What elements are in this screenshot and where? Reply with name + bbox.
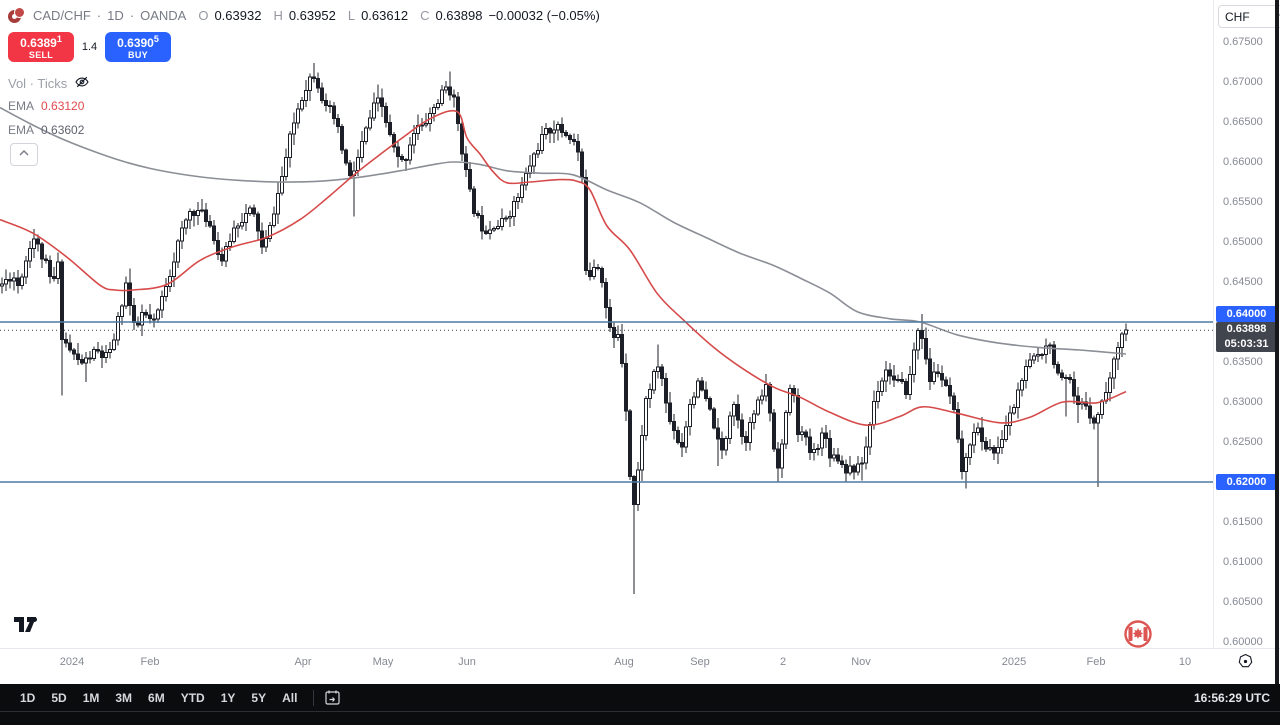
range-button-1d[interactable]: 1D	[13, 688, 42, 708]
price-tick: 0.62500	[1223, 435, 1263, 448]
time-tick: Feb	[140, 656, 160, 668]
time-tick: May	[372, 656, 394, 668]
range-button-1m[interactable]: 1M	[76, 688, 107, 708]
time-tick: Aug	[614, 656, 634, 668]
ema-fast-row[interactable]: EMA 0.63120	[8, 99, 84, 113]
volume-indicator-row[interactable]: Vol · Ticks	[8, 74, 90, 93]
ema-slow-value: 0.63602	[41, 123, 85, 137]
ema-slow-row[interactable]: EMA 0.63602	[8, 123, 84, 137]
currency-unit-value: CHF	[1225, 9, 1250, 24]
timeframe[interactable]: 1D	[107, 8, 124, 23]
volume-title: Vol · Ticks	[8, 76, 68, 91]
ema-fast-value: 0.63120	[41, 99, 85, 113]
price-tick: 0.61000	[1223, 555, 1263, 568]
ema-fast-label: EMA	[8, 99, 35, 113]
level-price-label: 0.62000	[1216, 474, 1277, 490]
range-button-6m[interactable]: 6M	[141, 688, 172, 708]
close-value: 0.63898	[435, 8, 483, 23]
canada-flag-icon	[1124, 620, 1152, 653]
symbol-name[interactable]: CAD/CHF	[33, 8, 91, 23]
price-tick: 0.66000	[1223, 155, 1263, 168]
range-button-1y[interactable]: 1Y	[214, 688, 243, 708]
time-tick: Feb	[1086, 656, 1106, 668]
time-tick: Apr	[294, 656, 312, 668]
range-button-all[interactable]: All	[275, 688, 304, 708]
range-button-5y[interactable]: 5Y	[244, 688, 273, 708]
go-to-date-button[interactable]	[322, 687, 343, 708]
time-tick: 10	[1178, 656, 1192, 668]
low-label: L	[347, 8, 356, 23]
high-label: H	[273, 8, 283, 23]
ema-line	[0, 106, 1127, 355]
currency-unit-dropdown[interactable]: CHF ▾	[1218, 5, 1280, 28]
legend-collapse-button[interactable]	[10, 143, 38, 166]
current-price-value: 0.63898	[1226, 323, 1267, 336]
chart-canvas[interactable]: CAD/CHF · 1D · OANDA O 0.63932 H 0.63952…	[0, 0, 1213, 648]
level-price-label: 0.64000	[1216, 306, 1277, 322]
time-tick: 2024	[59, 656, 85, 668]
candlestick-chart[interactable]	[0, 0, 1213, 648]
sell-button[interactable]: 0.63891 SELL	[8, 32, 74, 62]
visibility-off-icon[interactable]	[74, 74, 90, 93]
ema-line	[0, 109, 1127, 427]
price-tick: 0.63500	[1223, 355, 1263, 368]
high-value: 0.63952	[288, 8, 336, 23]
bottom-toolbar: 1D 5D 1M 3M 6M YTD 1Y 5Y All 16:56:29 UTC	[0, 684, 1280, 711]
range-button-ytd[interactable]: YTD	[174, 688, 212, 708]
price-tick: 0.65500	[1223, 195, 1263, 208]
price-tick: 0.64500	[1223, 275, 1263, 288]
time-tick: Nov	[851, 656, 871, 668]
bar-countdown: 05:03:31	[1224, 338, 1269, 351]
price-tick: 0.66500	[1223, 115, 1263, 128]
price-tick: 0.60500	[1223, 595, 1263, 608]
price-tick: 0.61500	[1223, 515, 1263, 528]
bottom-strip	[0, 711, 1280, 725]
time-axis[interactable]: 2024 Feb Apr May Jun Aug Sep 2 Nov 2025 Feb 10	[0, 648, 1213, 685]
buy-button[interactable]: 0.63905 BUY	[105, 32, 171, 62]
price-tick: 0.60000	[1223, 635, 1263, 648]
price-tick: 0.67500	[1223, 35, 1263, 48]
window-edge	[1275, 0, 1279, 684]
time-tick: 2	[779, 656, 787, 668]
order-panel: 0.63891 SELL 1.4 0.63905 BUY	[8, 32, 171, 62]
utc-clock[interactable]: 16:56:29 UTC	[1193, 690, 1270, 705]
price-tick: 0.67000	[1223, 75, 1263, 88]
symbol-logo-icon	[8, 7, 25, 24]
range-button-3m[interactable]: 3M	[108, 688, 139, 708]
low-value: 0.63612	[361, 8, 409, 23]
axis-settings-gear-icon[interactable]	[1237, 653, 1254, 675]
range-button-5d[interactable]: 5D	[44, 688, 73, 708]
symbol-header: CAD/CHF · 1D · OANDA O 0.63932 H 0.63952…	[8, 7, 600, 24]
change-value: −0.00032 (−0.05%)	[488, 8, 600, 23]
time-tick: Jun	[458, 656, 476, 668]
tradingview-logo[interactable]	[14, 617, 41, 638]
price-tick: 0.65000	[1223, 235, 1263, 248]
current-price-label: 0.63898 05:03:31	[1216, 322, 1277, 353]
ema-slow-label: EMA	[8, 123, 35, 137]
open-label: O	[198, 8, 209, 23]
close-label: C	[420, 8, 430, 23]
open-value: 0.63932	[214, 8, 262, 23]
exchange-name: OANDA	[140, 8, 187, 23]
price-axis[interactable]: 0.67500 0.67000 0.66500 0.66000 0.65500 0.650…	[1213, 0, 1280, 648]
time-tick: Sep	[690, 656, 710, 668]
toolbar-divider	[313, 689, 315, 706]
price-tick: 0.63000	[1223, 395, 1263, 408]
spread-value: 1.4	[81, 41, 98, 53]
time-tick: 2025	[1001, 656, 1027, 668]
